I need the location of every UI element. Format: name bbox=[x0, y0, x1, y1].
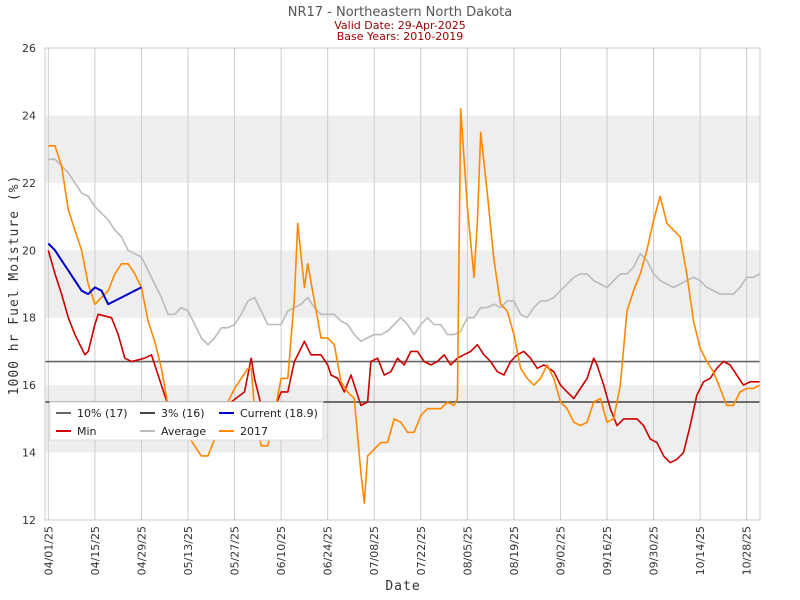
x-tick-label: 04/29/25 bbox=[135, 526, 148, 575]
legend-label: 2017 bbox=[240, 425, 268, 438]
x-tick-label: 08/05/25 bbox=[461, 526, 474, 575]
x-tick-label: 09/30/25 bbox=[648, 526, 661, 575]
x-tick-label: 06/10/25 bbox=[275, 526, 288, 575]
x-axis-label: Date bbox=[385, 579, 420, 594]
x-tick-label: 07/08/25 bbox=[368, 526, 381, 575]
y-tick-label: 18 bbox=[22, 312, 36, 325]
y-tick-label: 14 bbox=[22, 447, 36, 460]
x-tick-label: 06/24/25 bbox=[322, 526, 335, 575]
x-tick-label: 07/22/25 bbox=[415, 526, 428, 575]
y-tick-label: 12 bbox=[22, 514, 36, 527]
y-tick-labels: 12 14 16 18 20 22 24 26 bbox=[22, 42, 36, 527]
series-line bbox=[47, 242, 142, 306]
x-tick-label: 10/14/25 bbox=[694, 526, 707, 575]
plot-frame bbox=[44, 47, 761, 521]
x-tick-label: 09/02/25 bbox=[554, 526, 567, 575]
x-tick-label: 09/16/25 bbox=[601, 526, 614, 575]
chart-subtitle-valid-date: Valid Date: 29-Apr-2025 bbox=[334, 19, 466, 32]
y-tick-label: 24 bbox=[22, 109, 36, 122]
legend-label: Current (18.9) bbox=[240, 407, 318, 420]
x-tick-label: 04/15/25 bbox=[89, 526, 102, 575]
legend-label: Average bbox=[161, 425, 206, 438]
y-axis-label: 1000 hr Fuel Moisture (%) bbox=[7, 175, 22, 396]
x-tick-label: 08/19/25 bbox=[508, 526, 521, 575]
y-tick-label: 22 bbox=[22, 177, 36, 190]
y-tick-label: 16 bbox=[22, 379, 36, 392]
legend-box bbox=[49, 401, 324, 441]
y-tick-label: 26 bbox=[22, 42, 36, 55]
legend: 10% (17) 3% (16) Current (18.9) Min Average 2… bbox=[49, 401, 324, 441]
y-tick-label: 20 bbox=[22, 244, 36, 257]
chart-subtitle-base-years: Base Years: 2010-2019 bbox=[337, 30, 463, 43]
chart-title: NR17 - Northeastern North Dakota bbox=[288, 5, 513, 20]
legend-label: 3% (16) bbox=[161, 407, 205, 420]
grid-band bbox=[45, 115, 760, 183]
background-bands bbox=[45, 115, 760, 453]
x-tick-label: 10/28/25 bbox=[741, 526, 754, 575]
series-line bbox=[48, 158, 761, 346]
x-tick-label: 05/13/25 bbox=[182, 526, 195, 575]
x-tick-label: 05/27/25 bbox=[229, 526, 242, 575]
x-tick-label: 04/01/25 bbox=[42, 526, 55, 575]
grid-band bbox=[45, 250, 760, 318]
legend-label: 10% (17) bbox=[77, 407, 128, 420]
legend-label: Min bbox=[77, 425, 97, 438]
x-tick-labels: 04/01/25 04/15/25 04/29/25 05/13/25 05/27/25… bbox=[42, 526, 753, 575]
